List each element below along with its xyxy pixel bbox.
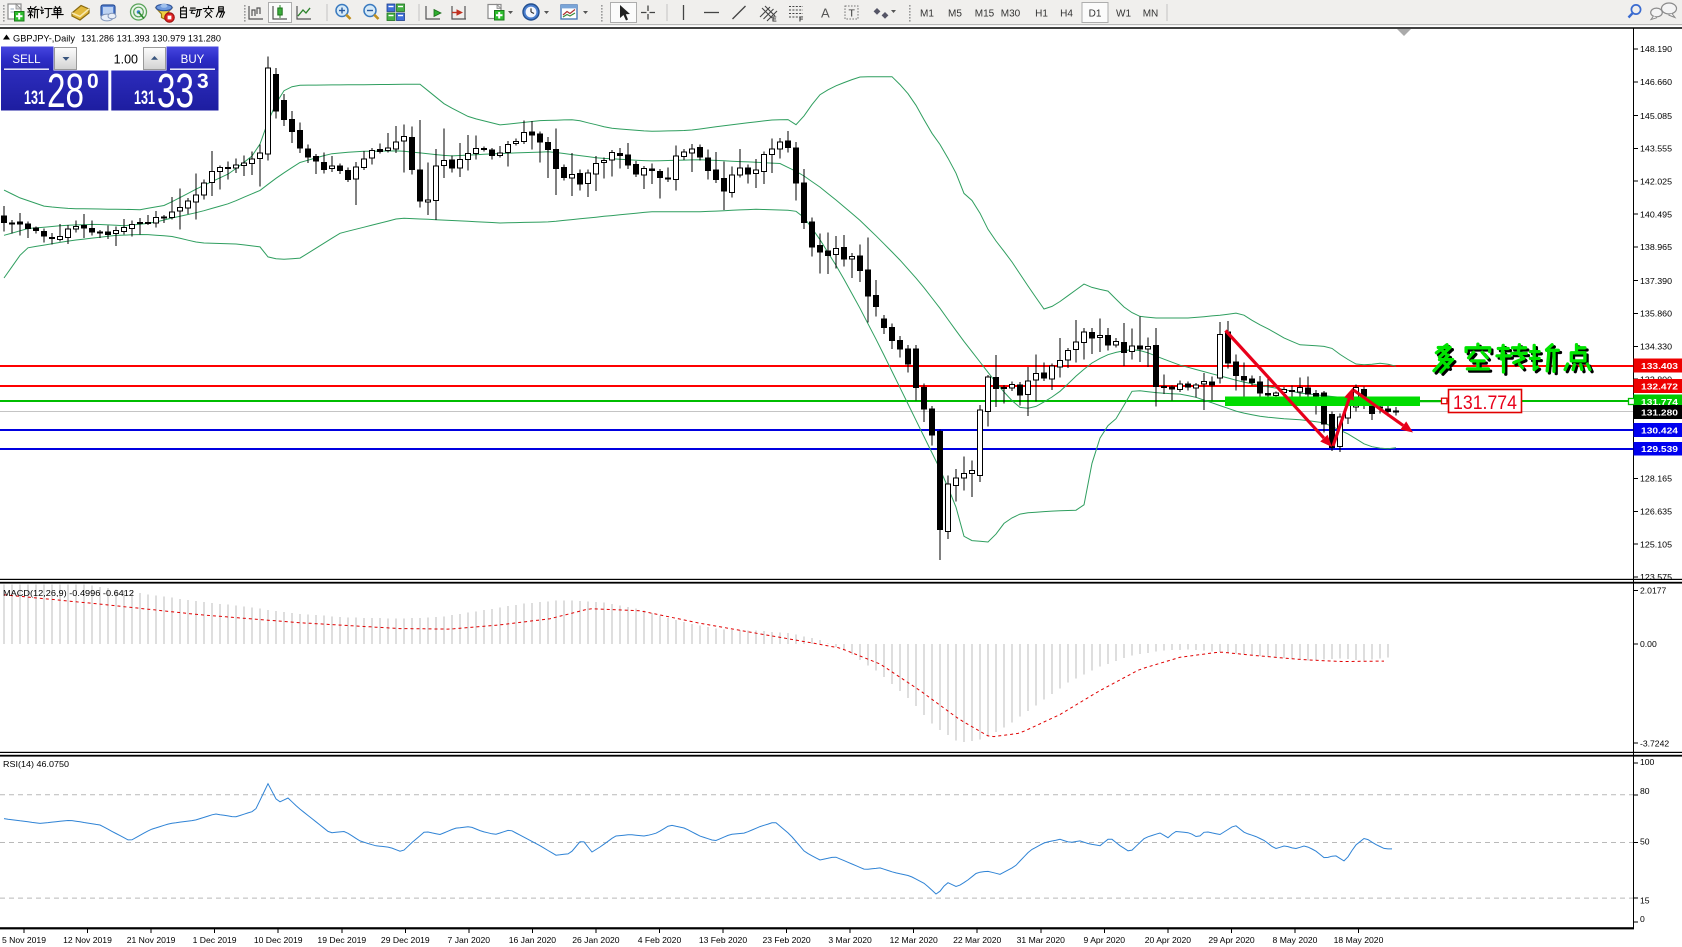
svg-text:M30: M30 — [1001, 9, 1021, 20]
svg-text:29 Apr 2020: 29 Apr 2020 — [1208, 935, 1255, 945]
svg-text:28: 28 — [47, 65, 84, 118]
svg-text:148.190: 148.190 — [1640, 44, 1672, 54]
svg-text:131.774: 131.774 — [1453, 393, 1517, 414]
svg-text:130.424: 130.424 — [1641, 425, 1678, 435]
svg-text:137.390: 137.390 — [1640, 276, 1672, 286]
svg-text:133.403: 133.403 — [1641, 361, 1678, 371]
svg-text:MN: MN — [1143, 9, 1159, 20]
svg-text:134.330: 134.330 — [1640, 342, 1672, 352]
svg-text:-3.7242: -3.7242 — [1640, 738, 1669, 748]
svg-text:138.965: 138.965 — [1640, 242, 1672, 252]
svg-text:SELL: SELL — [12, 54, 41, 66]
svg-text:31 Mar 2020: 31 Mar 2020 — [1017, 935, 1065, 945]
svg-text:26 Jan 2020: 26 Jan 2020 — [572, 935, 620, 945]
svg-text:22 Mar 2020: 22 Mar 2020 — [953, 935, 1001, 945]
svg-text:E: E — [772, 17, 777, 24]
svg-text:129.539: 129.539 — [1641, 444, 1678, 454]
svg-text:4 Feb 2020: 4 Feb 2020 — [638, 935, 682, 945]
svg-text:BUY: BUY — [181, 54, 205, 66]
svg-text:132.472: 132.472 — [1641, 381, 1678, 391]
svg-text:50: 50 — [1640, 837, 1650, 847]
svg-text:5 Nov 2019: 5 Nov 2019 — [2, 935, 46, 945]
svg-text:T: T — [849, 8, 856, 20]
svg-text:3 Mar 2020: 3 Mar 2020 — [828, 935, 872, 945]
svg-text:RSI(14) 46.0750: RSI(14) 46.0750 — [3, 759, 69, 769]
svg-text:29 Dec 2019: 29 Dec 2019 — [381, 935, 430, 945]
svg-text:D1: D1 — [1089, 9, 1102, 20]
svg-text:100: 100 — [1640, 757, 1655, 767]
svg-text:80: 80 — [1640, 786, 1650, 796]
svg-text:123.575: 123.575 — [1640, 572, 1672, 582]
svg-text:146.660: 146.660 — [1640, 77, 1672, 87]
svg-text:18 May 2020: 18 May 2020 — [1334, 935, 1384, 945]
svg-text:M5: M5 — [948, 9, 962, 20]
svg-text:142.025: 142.025 — [1640, 176, 1672, 186]
svg-text:0: 0 — [1640, 914, 1645, 924]
svg-text:H4: H4 — [1060, 9, 1073, 20]
svg-text:131: 131 — [134, 88, 155, 109]
svg-text:140.495: 140.495 — [1640, 209, 1672, 219]
svg-text:7 Jan 2020: 7 Jan 2020 — [448, 935, 491, 945]
svg-text:131.286 131.393 130.979 131.28: 131.286 131.393 130.979 131.280 — [81, 34, 221, 44]
svg-text:2.0177: 2.0177 — [1640, 586, 1667, 596]
svg-text:125.105: 125.105 — [1640, 539, 1672, 549]
svg-text:131.774: 131.774 — [1641, 397, 1678, 407]
svg-text:1 Dec 2019: 1 Dec 2019 — [193, 935, 237, 945]
svg-text:0: 0 — [87, 70, 99, 93]
svg-text:M1: M1 — [920, 9, 934, 20]
svg-text:143.555: 143.555 — [1640, 144, 1672, 154]
svg-text:0.00: 0.00 — [1640, 639, 1657, 649]
svg-text:H1: H1 — [1035, 9, 1048, 20]
svg-text:21 Nov 2019: 21 Nov 2019 — [127, 935, 176, 945]
svg-text:A: A — [821, 6, 830, 21]
svg-text:1.00: 1.00 — [114, 53, 138, 67]
svg-text:9 Apr 2020: 9 Apr 2020 — [1084, 935, 1126, 945]
svg-text:19 Dec 2019: 19 Dec 2019 — [317, 935, 366, 945]
svg-text:20 Apr 2020: 20 Apr 2020 — [1145, 935, 1192, 945]
svg-text:13 Feb 2020: 13 Feb 2020 — [699, 935, 747, 945]
svg-text:12 Nov 2019: 12 Nov 2019 — [63, 935, 112, 945]
svg-text:145.085: 145.085 — [1640, 111, 1672, 121]
svg-text:23 Feb 2020: 23 Feb 2020 — [762, 935, 810, 945]
svg-text:12 Mar 2020: 12 Mar 2020 — [890, 935, 938, 945]
svg-text:131: 131 — [24, 88, 45, 109]
svg-text:MACD(12,26,9) -0.4996 -0.6412: MACD(12,26,9) -0.4996 -0.6412 — [3, 588, 134, 598]
svg-text:8 May 2020: 8 May 2020 — [1273, 935, 1318, 945]
svg-text:GBPJPY-,Daily: GBPJPY-,Daily — [13, 34, 76, 44]
svg-text:135.860: 135.860 — [1640, 309, 1672, 319]
svg-text:126.635: 126.635 — [1640, 507, 1672, 517]
svg-text:3: 3 — [197, 70, 209, 93]
svg-text:F: F — [799, 17, 804, 24]
svg-text:W1: W1 — [1116, 9, 1131, 20]
svg-text:33: 33 — [157, 65, 194, 118]
svg-text:M15: M15 — [975, 9, 995, 20]
svg-text:16 Jan 2020: 16 Jan 2020 — [509, 935, 557, 945]
svg-text:10 Dec 2019: 10 Dec 2019 — [254, 935, 303, 945]
svg-text:128.165: 128.165 — [1640, 474, 1672, 484]
svg-text:15: 15 — [1640, 896, 1650, 906]
svg-text:131.280: 131.280 — [1641, 407, 1678, 417]
